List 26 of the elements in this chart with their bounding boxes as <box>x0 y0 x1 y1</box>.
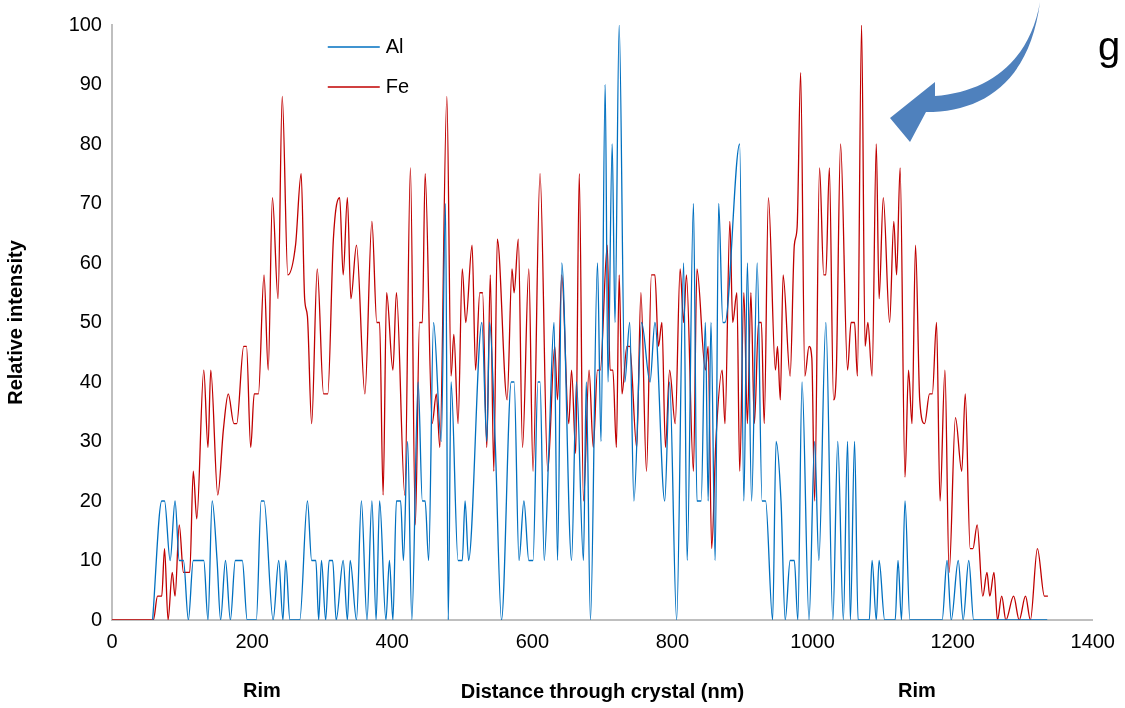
y-tick-label: 70 <box>79 191 102 214</box>
x-tick-label: 200 <box>235 629 269 652</box>
y-tick-label: 50 <box>79 310 102 333</box>
y-tick-label: 20 <box>79 488 102 511</box>
y-tick-label: 0 <box>90 607 102 630</box>
y-tick-label: 30 <box>79 429 102 452</box>
text: g <box>1098 24 1121 68</box>
x-axis-title: Distance through crystal (nm) <box>460 679 745 702</box>
text: Rim <box>243 679 281 701</box>
x-tick-label: 1400 <box>1070 629 1115 652</box>
text: Rim <box>898 679 936 701</box>
y-tick-label: 90 <box>79 72 102 95</box>
y-tick-label: 10 <box>79 548 102 571</box>
y-tick-label: 40 <box>79 369 102 392</box>
y-tick-label: 100 <box>68 12 102 35</box>
x-tick-label: 800 <box>655 629 690 652</box>
legend-label: Al <box>385 34 404 57</box>
legend-label: Fe <box>385 74 410 97</box>
x-tick-label: 400 <box>375 629 409 652</box>
y-axis-title: Relative intensity <box>3 239 26 405</box>
x-tick-label: 1200 <box>930 629 975 652</box>
y-tick-label: 60 <box>79 250 102 273</box>
x-tick-label: 0 <box>106 629 118 652</box>
x-tick-label: 600 <box>515 629 550 652</box>
x-tick-label: 1000 <box>790 629 835 652</box>
y-tick-label: 80 <box>79 131 102 154</box>
